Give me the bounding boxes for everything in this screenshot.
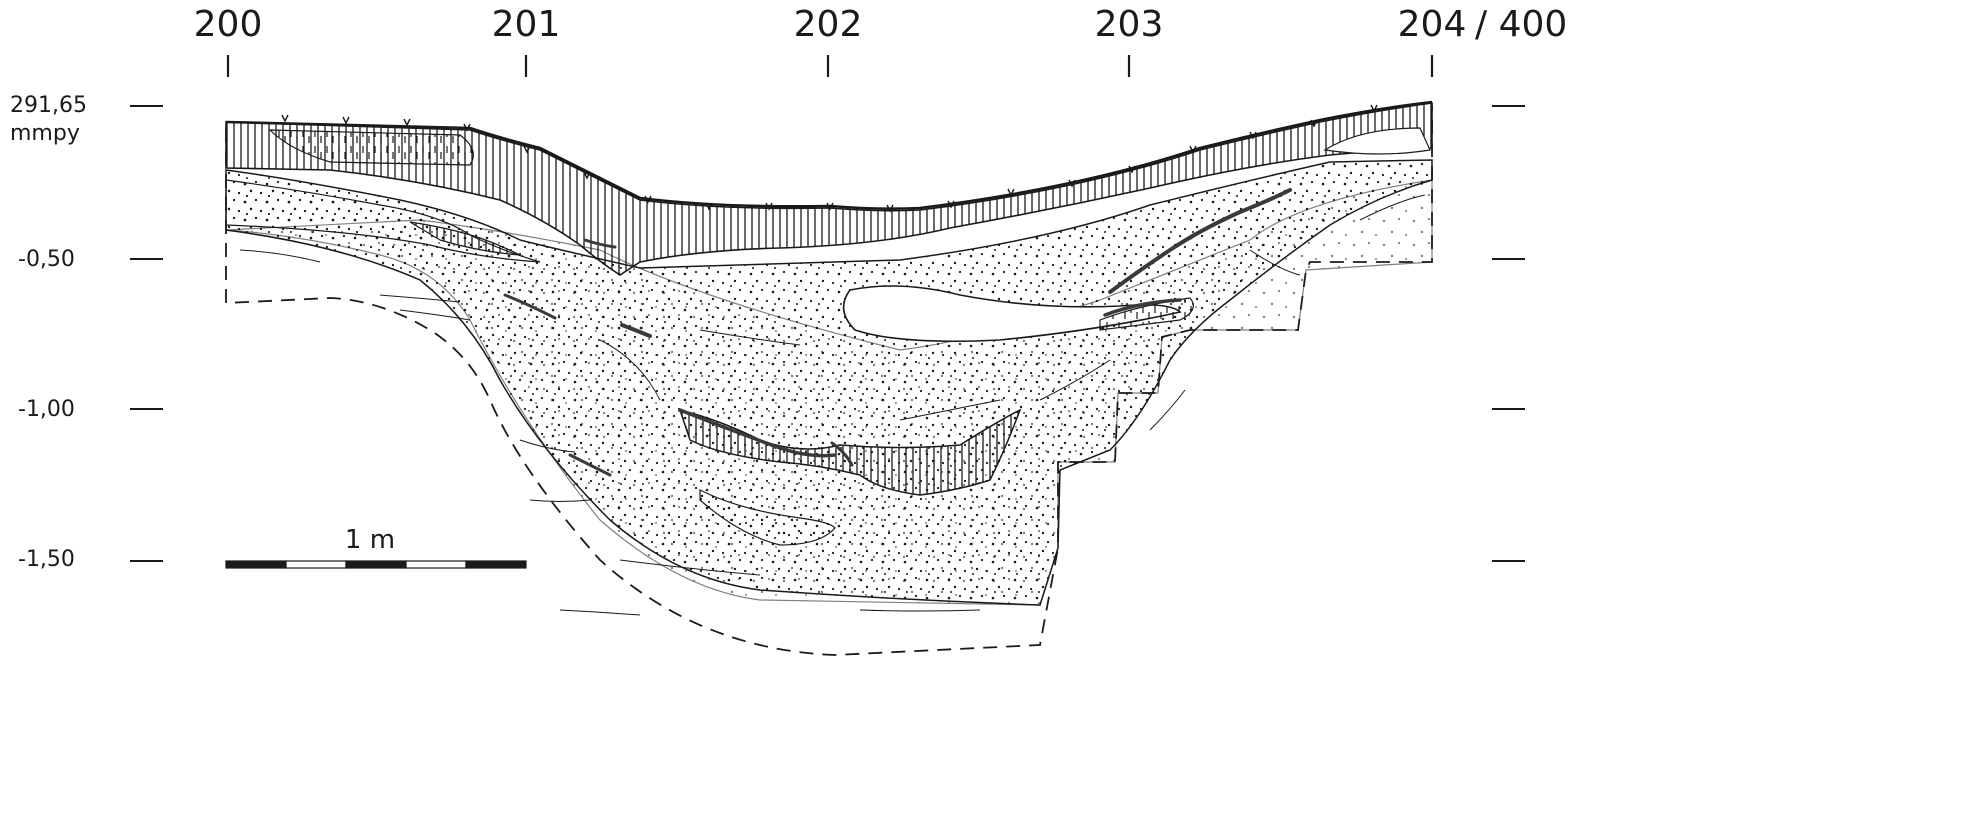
- scale-bar: 1 m: [225, 525, 527, 569]
- depth-label: -0,50: [18, 247, 75, 272]
- hatched-lens-left-center: [409, 221, 521, 256]
- depth-label: -1,50: [18, 547, 75, 572]
- grid-row-suffix: / 400: [1475, 4, 1567, 45]
- scale-bar-segment: [345, 560, 407, 569]
- surface-vegetation-marks: [281, 104, 1378, 213]
- grid-column-label: 204: [1398, 4, 1467, 45]
- scale-bar-label: 1 m: [345, 525, 395, 555]
- hatched-lens-right: [1099, 297, 1194, 331]
- ground-surface-line: [225, 100, 1433, 210]
- grid-column-label: 203: [1095, 4, 1164, 45]
- lens-bottom-center: [699, 489, 836, 546]
- lens-upper-right: [1323, 127, 1431, 155]
- reference-elevation: 291,65: [10, 93, 87, 118]
- grid-column-label: 200: [194, 4, 263, 45]
- sandy-fill-layer: [225, 159, 1433, 606]
- depth-label: -1,00: [18, 397, 75, 422]
- reference-unit: mmpy: [10, 121, 80, 146]
- scale-bar-segment: [285, 560, 347, 569]
- hatched-band-lower: [678, 408, 1022, 496]
- grid-column-labels: 200 201 202 203 204 / 400: [194, 4, 1568, 45]
- scale-bar-segment: [225, 560, 287, 569]
- clay-lens-upper-left: [268, 129, 474, 166]
- charcoal-streaks: [503, 188, 1292, 477]
- elevation-ticks: [130, 105, 1525, 562]
- grid-column-label: 202: [794, 4, 863, 45]
- grid-column-ticks: [226, 55, 1434, 77]
- lamination-lines: [239, 194, 1426, 616]
- scale-bar-segment: [405, 560, 467, 569]
- excavation-boundary: [225, 105, 1433, 656]
- elevation-labels: 291,65 mmpy -0,50 -1,00 -1,50: [10, 93, 87, 572]
- scale-bar-segment: [465, 560, 527, 569]
- grid-column-label: 201: [492, 4, 561, 45]
